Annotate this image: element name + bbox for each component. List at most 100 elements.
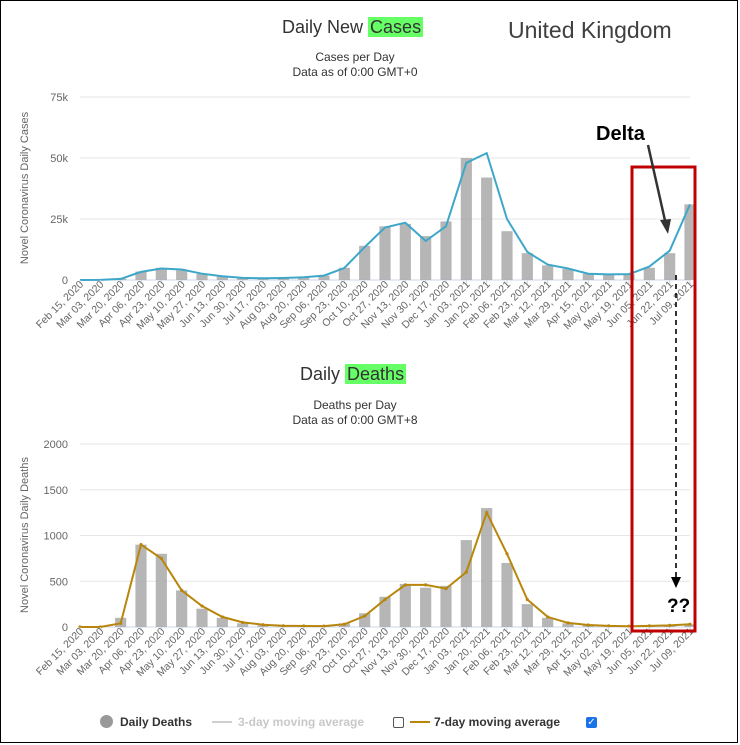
bar: [196, 273, 208, 280]
bar: [603, 274, 615, 280]
deaths-title-prefix: Daily: [300, 364, 341, 384]
moving-average-point: [668, 623, 672, 627]
deaths-data-note: Data as of 0:00 GMT+8: [292, 413, 418, 427]
bar: [399, 583, 411, 627]
moving-average-point: [546, 615, 550, 619]
legend-7day-line-icon: [410, 721, 430, 723]
bar: [216, 617, 228, 627]
delta-highlight-box: [630, 165, 697, 633]
y-axis-label: Novel Coronavirus Daily Cases: [19, 111, 31, 264]
bar: [196, 608, 208, 627]
deaths-title-highlight: Deaths: [345, 364, 407, 384]
moving-average-point: [241, 620, 245, 625]
cases-title-prefix: Daily New: [282, 17, 364, 37]
legend-3day-line-icon: [212, 721, 232, 723]
bar: [216, 276, 228, 280]
bar: [379, 596, 391, 627]
deaths-subtitle: Deaths per Day: [313, 398, 397, 412]
bar: [562, 623, 574, 627]
question-label: ??: [667, 596, 690, 617]
moving-average-point: [485, 511, 489, 515]
y-tick-label: 0: [62, 275, 68, 287]
moving-average-point: [424, 583, 428, 587]
bar: [237, 277, 249, 280]
moving-average-point: [647, 624, 651, 628]
bar: [582, 273, 594, 280]
bar: [521, 253, 533, 280]
bar: [318, 275, 330, 280]
bar: [501, 231, 513, 280]
bar: [460, 540, 472, 627]
y-tick-label: 1500: [44, 485, 68, 497]
legend-daily-marker-icon: [100, 715, 113, 728]
bar: [359, 613, 371, 627]
bar: [684, 204, 696, 280]
projection-arrow-head: [671, 577, 681, 588]
moving-average-point: [627, 624, 631, 628]
y-tick-label: 50k: [50, 153, 68, 165]
delta-arrow: [646, 144, 668, 226]
bar: [176, 270, 188, 280]
avg7-checkbox[interactable]: ✓: [586, 717, 597, 728]
y-tick-label: 0: [62, 622, 68, 634]
y-tick-label: 1000: [44, 531, 68, 543]
annotations: Delta ??: [596, 123, 697, 633]
y-tick-label: 25k: [50, 214, 68, 226]
bar: [501, 562, 513, 627]
legend-3day-average[interactable]: 3-day moving average: [238, 715, 365, 729]
moving-average-point: [607, 624, 611, 628]
bar: [623, 274, 635, 280]
moving-average-point: [566, 621, 570, 625]
moving-average-point: [688, 622, 692, 626]
bar: [542, 617, 554, 627]
bar: [359, 245, 371, 280]
moving-average-point: [586, 623, 590, 627]
moving-average-point: [119, 621, 123, 625]
moving-average-point: [261, 623, 265, 627]
bar: [664, 253, 676, 280]
legend-daily-deaths[interactable]: Daily Deaths: [120, 715, 193, 729]
cases-chart-title: Daily New Cases: [282, 17, 424, 38]
moving-average-point: [505, 552, 509, 556]
bar: [481, 177, 493, 280]
cases-title-highlight: Cases: [368, 17, 424, 37]
moving-average-point: [383, 597, 387, 602]
bar: [176, 590, 188, 627]
moving-average-point: [525, 597, 529, 602]
bar: [420, 587, 432, 627]
bar: [237, 623, 249, 627]
deaths-chart-title: Daily Deaths: [300, 364, 407, 385]
bar: [440, 221, 452, 280]
bar: [379, 226, 391, 280]
moving-average-point: [363, 614, 367, 618]
bar: [399, 223, 411, 280]
moving-average-point: [342, 622, 346, 626]
bar: [440, 585, 452, 627]
moving-average-point: [220, 615, 224, 619]
bar: [155, 553, 167, 627]
moving-average-point: [403, 583, 407, 587]
avg3-checkbox[interactable]: [393, 717, 404, 728]
delta-arrow-head: [660, 219, 671, 234]
bar: [338, 267, 350, 280]
bar: [481, 508, 493, 627]
legend-7day-average[interactable]: 7-day moving average: [434, 715, 561, 729]
country-name: United Kingdom: [508, 17, 672, 43]
cases-data-note: Data as of 0:00 GMT+0: [292, 65, 418, 79]
moving-average-line: [79, 151, 691, 281]
moving-average-point: [139, 543, 143, 547]
y-tick-label: 75k: [50, 92, 68, 104]
moving-average-point: [200, 604, 204, 608]
bar: [277, 278, 289, 280]
bar: [562, 269, 574, 280]
moving-average-point: [444, 586, 448, 591]
bar: [135, 271, 147, 280]
cases-subtitle: Cases per Day: [315, 50, 395, 64]
moving-average-point: [159, 556, 163, 560]
y-tick-label: 500: [50, 576, 68, 588]
bar: [521, 604, 533, 627]
moving-average-point: [281, 624, 285, 628]
